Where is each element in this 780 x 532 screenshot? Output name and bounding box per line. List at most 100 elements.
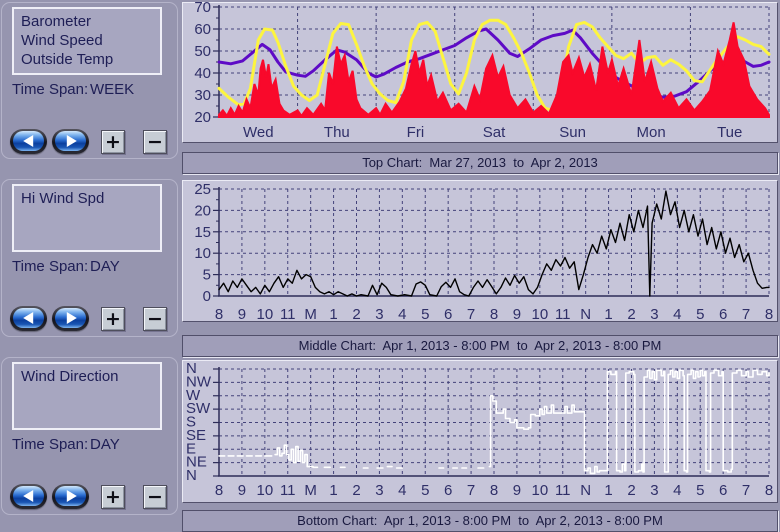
svg-text:6: 6	[444, 306, 452, 323]
button-pill	[13, 308, 44, 328]
svg-text:N: N	[580, 482, 591, 499]
svg-text:10: 10	[194, 245, 211, 262]
right-arrow-icon	[66, 490, 77, 502]
time-span-label: Time Span:	[12, 81, 89, 98]
svg-text:8: 8	[215, 306, 223, 323]
list-item-hi-wind-spd[interactable]: Hi Wind Spd	[21, 190, 105, 207]
svg-text:1: 1	[604, 306, 612, 323]
svg-text:Mon: Mon	[637, 124, 666, 141]
svg-text:1: 1	[329, 306, 337, 323]
middle-chart-controls: Hi Wind Spd Time Span: DAY + −	[1, 179, 178, 337]
svg-text:2: 2	[627, 306, 635, 323]
bottom-zoom-in-button[interactable]: +	[101, 485, 125, 509]
time-span-label: Time Span:	[12, 436, 89, 453]
bottom-next-button[interactable]	[52, 484, 89, 509]
svg-text:M: M	[304, 482, 317, 499]
top-zoom-out-button[interactable]: −	[143, 130, 167, 154]
button-pill	[13, 486, 44, 506]
list-item-wind-direction[interactable]: Wind Direction	[21, 368, 119, 385]
svg-text:10: 10	[256, 306, 273, 323]
bottom-zoom-out-button[interactable]: −	[143, 485, 167, 509]
bottom-time-span: Time Span: DAY	[12, 436, 172, 456]
svg-text:5: 5	[421, 482, 429, 499]
svg-text:SW: SW	[186, 400, 211, 417]
top-time-span: Time Span: WEEK	[12, 81, 172, 101]
top-next-button[interactable]	[52, 129, 89, 154]
svg-text:3: 3	[375, 306, 383, 323]
svg-text:2: 2	[352, 306, 360, 323]
svg-text:E: E	[186, 440, 196, 457]
top-chart-caption: Top Chart: Mar 27, 2013 to Apr 2, 2013	[182, 152, 778, 174]
svg-text:Wed: Wed	[243, 124, 274, 141]
svg-text:M: M	[304, 306, 317, 323]
svg-text:S: S	[186, 414, 196, 431]
series-wind-direction	[218, 369, 770, 475]
svg-text:11: 11	[555, 306, 571, 323]
svg-text:9: 9	[513, 306, 521, 323]
svg-text:NE: NE	[186, 454, 207, 471]
svg-text:60: 60	[194, 21, 211, 38]
bottom-chart-caption: Bottom Chart: Apr 1, 2013 - 8:00 PM to A…	[182, 510, 778, 532]
svg-text:70: 70	[194, 0, 211, 16]
svg-text:SE: SE	[186, 427, 206, 444]
svg-text:11: 11	[280, 306, 296, 323]
svg-text:W: W	[186, 387, 201, 404]
bottom-graph-list[interactable]: Wind Direction	[12, 362, 162, 430]
top-chart-controls: Barometer Wind Speed Outside Temp Time S…	[1, 2, 178, 159]
top-chart: 20 30 40 50 60 70 Wed Thu Fri Sat Sun Mon Tue	[194, 0, 771, 141]
svg-text:5: 5	[421, 306, 429, 323]
svg-text:6: 6	[719, 306, 727, 323]
middle-chart-caption: Middle Chart: Apr 1, 2013 - 8:00 PM to A…	[182, 335, 778, 357]
svg-text:3: 3	[650, 306, 658, 323]
svg-text:10: 10	[256, 482, 273, 499]
svg-text:3: 3	[375, 482, 383, 499]
list-item-outside-temp[interactable]: Outside Temp	[21, 51, 114, 68]
list-item-wind-speed[interactable]: Wind Speed	[21, 32, 103, 49]
left-arrow-icon	[22, 312, 33, 324]
svg-text:Thu: Thu	[324, 124, 350, 141]
top-chart-panel: 20 30 40 50 60 70 Wed Thu Fri Sat Sun Mon Tue	[182, 0, 778, 143]
svg-text:20: 20	[194, 202, 211, 219]
left-arrow-icon	[22, 135, 33, 147]
svg-text:7: 7	[467, 306, 475, 323]
middle-next-button[interactable]	[52, 306, 89, 331]
time-span-value: WEEK	[90, 81, 135, 98]
button-pill	[13, 131, 44, 151]
top-prev-button[interactable]	[10, 129, 47, 154]
bottom-prev-button[interactable]	[10, 484, 47, 509]
svg-text:10: 10	[531, 482, 548, 499]
svg-text:N: N	[186, 360, 197, 377]
svg-text:4: 4	[398, 482, 406, 499]
y-axis-labels: 20 30 40 50 60 70	[194, 0, 211, 126]
button-pill	[55, 486, 86, 506]
svg-text:50: 50	[194, 43, 211, 60]
svg-text:4: 4	[673, 306, 681, 323]
svg-text:7: 7	[467, 482, 475, 499]
svg-text:Sat: Sat	[483, 124, 506, 141]
svg-text:5: 5	[203, 267, 211, 284]
button-pill	[55, 131, 86, 151]
list-item-barometer[interactable]: Barometer	[21, 13, 92, 30]
top-graph-list[interactable]: Barometer Wind Speed Outside Temp	[12, 7, 162, 75]
middle-zoom-in-button[interactable]: +	[101, 307, 125, 331]
svg-text:Sun: Sun	[559, 124, 586, 141]
svg-text:N: N	[580, 306, 591, 323]
middle-zoom-out-button[interactable]: −	[143, 307, 167, 331]
svg-text:NW: NW	[186, 373, 212, 390]
middle-button-row: + −	[10, 304, 175, 334]
series-barometer	[217, 27, 771, 99]
middle-graph-list[interactable]: Hi Wind Spd	[12, 184, 162, 252]
y-axis-labels: 0 5 10 15 20 25	[194, 181, 211, 305]
svg-text:25: 25	[194, 181, 211, 198]
middle-prev-button[interactable]	[10, 306, 47, 331]
right-arrow-icon	[66, 312, 77, 324]
svg-text:15: 15	[194, 224, 211, 241]
svg-text:2: 2	[352, 482, 360, 499]
svg-text:5: 5	[696, 482, 704, 499]
svg-text:0: 0	[203, 288, 211, 305]
svg-text:11: 11	[555, 482, 571, 499]
top-zoom-in-button[interactable]: +	[101, 130, 125, 154]
svg-text:Fri: Fri	[407, 124, 425, 141]
svg-text:9: 9	[513, 482, 521, 499]
